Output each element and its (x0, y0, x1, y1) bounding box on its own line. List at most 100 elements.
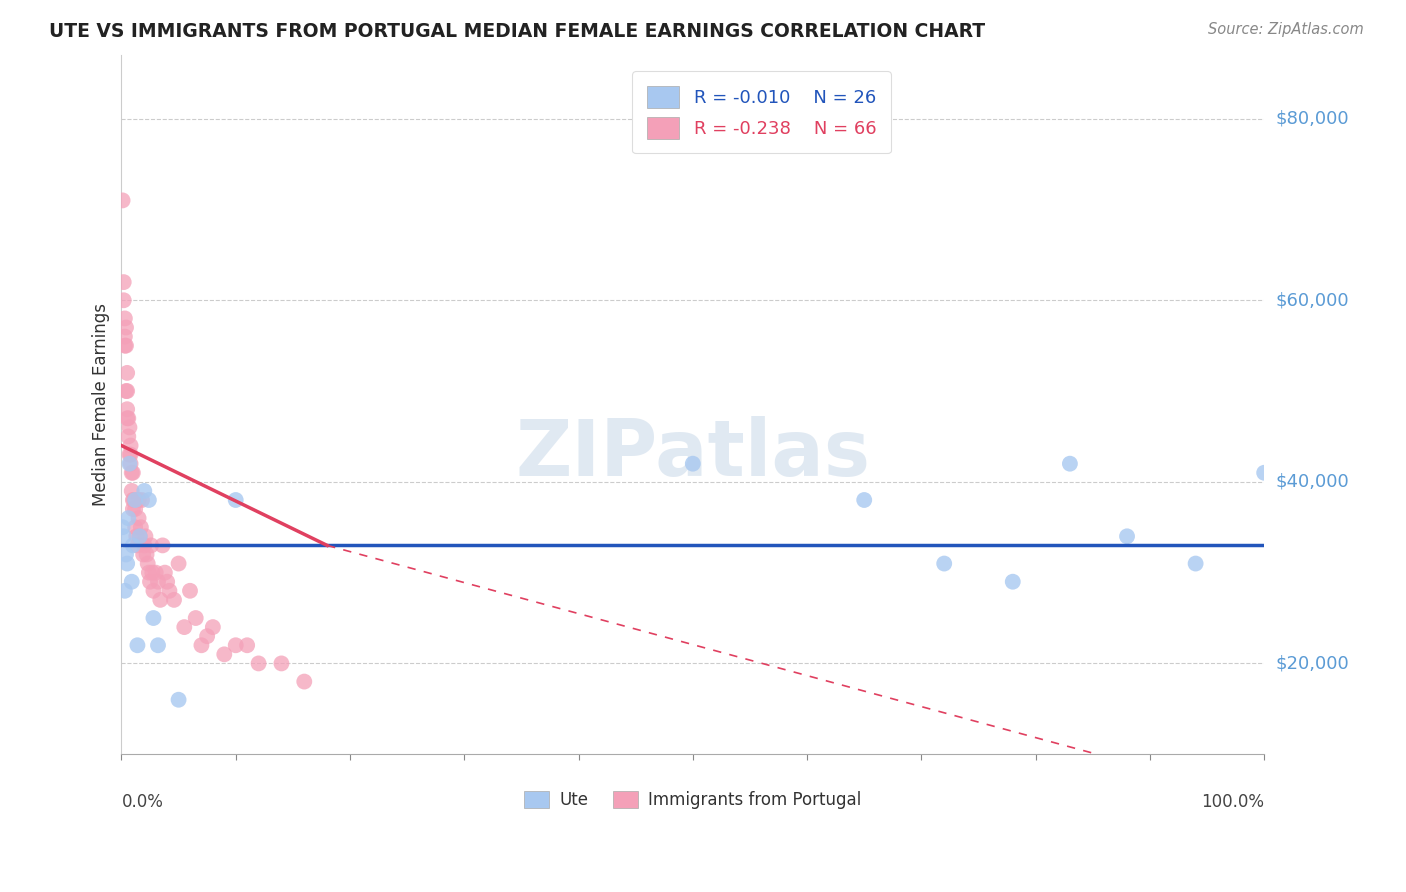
Point (118, 457, 141, 471)
Text: $40,000: $40,000 (1275, 473, 1350, 491)
Point (112, 529, 135, 543)
Point (128, 529, 150, 543)
Point (195, 629, 218, 643)
Point (1059, 457, 1081, 471)
Point (117, 411, 139, 425)
Point (142, 611, 165, 625)
Text: $60,000: $60,000 (1275, 292, 1350, 310)
Point (225, 638, 247, 652)
Point (1001, 574, 1024, 589)
Point (190, 638, 212, 652)
Point (141, 566, 163, 580)
Point (156, 574, 179, 589)
Point (115, 557, 138, 571)
Point (111, 194, 134, 208)
Text: $80,000: $80,000 (1275, 110, 1350, 128)
Point (122, 538, 145, 552)
Point (236, 638, 259, 652)
Point (120, 457, 142, 471)
Point (129, 520, 152, 534)
Point (118, 420, 141, 434)
Point (173, 620, 195, 634)
Point (214, 648, 236, 662)
Text: ZIPatlas: ZIPatlas (516, 416, 870, 491)
Point (184, 611, 207, 625)
Text: 0.0%: 0.0% (121, 793, 163, 811)
Point (115, 339, 138, 353)
Point (163, 592, 186, 607)
Point (159, 583, 181, 598)
Point (112, 293, 135, 308)
Point (146, 574, 169, 589)
Point (128, 529, 150, 543)
Text: 100.0%: 100.0% (1201, 793, 1264, 811)
Point (127, 538, 149, 552)
Point (1253, 466, 1275, 480)
Point (114, 583, 136, 598)
Point (118, 448, 141, 462)
Point (270, 657, 292, 671)
Point (146, 638, 169, 652)
Point (934, 557, 956, 571)
Point (1116, 529, 1139, 543)
Text: Source: ZipAtlas.com: Source: ZipAtlas.com (1208, 22, 1364, 37)
Point (125, 529, 148, 543)
Point (115, 320, 138, 334)
Point (1184, 557, 1206, 571)
Point (132, 548, 155, 562)
Point (135, 548, 157, 562)
Point (117, 511, 139, 525)
Point (292, 674, 315, 689)
Text: $20,000: $20,000 (1275, 655, 1350, 673)
Point (122, 493, 145, 508)
Point (136, 557, 159, 571)
Point (111, 520, 134, 534)
Point (127, 638, 149, 652)
Point (115, 384, 138, 398)
Point (122, 466, 145, 480)
Point (145, 566, 167, 580)
Point (120, 448, 142, 462)
Point (128, 493, 150, 508)
Text: UTE VS IMMIGRANTS FROM PORTUGAL MEDIAN FEMALE EARNINGS CORRELATION CHART: UTE VS IMMIGRANTS FROM PORTUGAL MEDIAN F… (49, 22, 986, 41)
Point (114, 311, 136, 326)
Point (112, 275, 135, 289)
Point (131, 493, 153, 508)
Point (167, 557, 190, 571)
Point (153, 566, 176, 580)
Point (139, 574, 162, 589)
Point (142, 583, 165, 598)
Point (247, 657, 270, 671)
Point (115, 384, 138, 398)
Point (121, 483, 143, 498)
Point (141, 538, 163, 552)
Point (138, 493, 160, 508)
Point (853, 493, 876, 508)
Point (115, 548, 138, 562)
Point (121, 574, 143, 589)
Point (225, 493, 247, 508)
Point (138, 566, 160, 580)
Point (682, 457, 704, 471)
Point (114, 329, 136, 343)
Legend: Ute, Immigrants from Portugal: Ute, Immigrants from Portugal (517, 784, 868, 816)
Point (117, 429, 139, 443)
Point (124, 502, 146, 516)
Point (179, 583, 201, 598)
Point (134, 483, 156, 498)
Point (152, 538, 174, 552)
Point (134, 529, 156, 543)
Point (201, 620, 224, 634)
Point (120, 438, 142, 452)
Point (115, 366, 138, 380)
Point (114, 339, 136, 353)
Y-axis label: Median Female Earnings: Median Female Earnings (93, 303, 110, 506)
Point (128, 511, 150, 525)
Point (115, 402, 138, 417)
Point (149, 592, 172, 607)
Point (167, 692, 190, 706)
Point (121, 466, 143, 480)
Point (122, 493, 145, 508)
Point (122, 502, 145, 516)
Point (124, 520, 146, 534)
